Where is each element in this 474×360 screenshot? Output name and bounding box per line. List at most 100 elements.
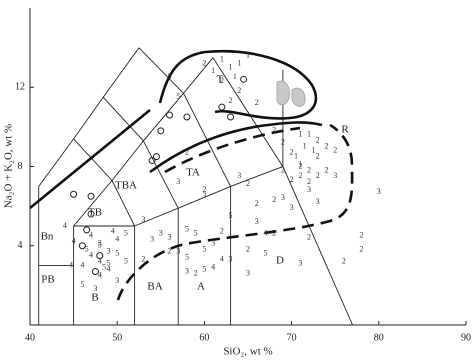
point: 3 xyxy=(281,193,285,202)
x-tick-label: 40 xyxy=(25,332,35,343)
point: 5 xyxy=(185,252,189,261)
point: 2 xyxy=(290,147,294,156)
point: 1 xyxy=(294,151,298,160)
point: 3 xyxy=(141,215,145,224)
x-tick-label: 60 xyxy=(199,332,209,343)
point: 2 xyxy=(316,151,320,160)
point xyxy=(218,103,226,111)
point: 5 xyxy=(263,249,267,258)
x-tick-label: 50 xyxy=(112,332,122,343)
point: 3 xyxy=(202,191,206,200)
field-label: BA xyxy=(147,281,162,293)
y-axis-label: Na₂O + K₂O, wt % xyxy=(3,124,15,208)
field-label: D xyxy=(276,255,284,267)
point: 3 xyxy=(106,247,110,256)
y-tick-label: 8 xyxy=(18,161,23,172)
point: 2 xyxy=(324,165,328,174)
point: 1 xyxy=(298,130,302,139)
point: 4 xyxy=(98,270,102,279)
field-label: TB xyxy=(88,207,102,219)
field-label: T xyxy=(217,74,224,86)
point: 2 xyxy=(281,138,285,147)
field-label: TBA xyxy=(115,180,137,192)
point: 2 xyxy=(168,247,172,256)
point: 5 xyxy=(185,225,189,234)
point: 3 xyxy=(176,177,180,186)
point: 3 xyxy=(316,197,320,206)
point xyxy=(152,153,160,161)
point: 2 xyxy=(307,233,311,242)
point xyxy=(78,242,86,250)
point: 2 xyxy=(220,76,224,85)
point: 3 xyxy=(246,268,250,277)
point xyxy=(70,190,78,198)
point: 4 xyxy=(98,256,102,265)
point xyxy=(227,113,235,121)
point: 2 xyxy=(255,199,259,208)
point: 3 xyxy=(185,266,189,275)
point: 5 xyxy=(85,245,89,254)
point: 1 xyxy=(237,58,241,67)
point xyxy=(183,113,191,121)
point: 2 xyxy=(202,58,206,67)
point: 5 xyxy=(176,92,180,101)
point: 2 xyxy=(324,142,328,151)
point: 2 xyxy=(359,245,363,254)
point: 3 xyxy=(150,235,154,244)
y-tick-label: 12 xyxy=(15,82,25,93)
point: 3 xyxy=(229,254,233,263)
point: 4 xyxy=(115,235,119,244)
point: 5 xyxy=(98,241,102,250)
field-boundaries xyxy=(38,47,354,326)
point: 4 xyxy=(111,227,115,236)
point: 4 xyxy=(89,250,93,259)
point: 2 xyxy=(246,245,250,254)
point: 2 xyxy=(272,126,276,135)
point: 1 xyxy=(211,66,215,75)
point xyxy=(166,111,174,119)
point: 2 xyxy=(316,136,320,145)
point: 2 xyxy=(237,86,241,95)
point: 2 xyxy=(359,231,363,240)
point: 2 xyxy=(342,256,346,265)
point: 5 xyxy=(124,256,128,265)
point: 5 xyxy=(202,245,206,254)
field-label: Bn xyxy=(41,231,54,243)
point: 3 xyxy=(333,171,337,180)
point: 3 xyxy=(290,203,294,212)
point: 2 xyxy=(255,98,259,107)
point: 2 xyxy=(220,227,224,236)
point: 2 xyxy=(185,147,189,156)
point: 4 xyxy=(263,229,267,238)
field-label: PB xyxy=(41,274,54,286)
x-tick-label: 70 xyxy=(287,332,297,343)
point: 2 xyxy=(272,195,276,204)
point: 5 xyxy=(194,229,198,238)
point: 3 xyxy=(168,233,172,242)
point: 5 xyxy=(202,264,206,273)
point: 5 xyxy=(80,280,84,289)
x-tick-label: 90 xyxy=(461,332,471,343)
point: 3 xyxy=(211,239,215,248)
point: 3 xyxy=(98,239,102,248)
point: 5 xyxy=(229,211,233,220)
field-label: TA xyxy=(186,167,200,179)
point: 1 xyxy=(233,72,237,81)
point: 4 xyxy=(106,264,110,273)
point: 3 xyxy=(255,217,259,226)
point: 3 xyxy=(176,247,180,256)
point: 5 xyxy=(102,262,106,271)
point xyxy=(91,268,99,276)
point xyxy=(83,226,91,234)
point: 4 xyxy=(80,260,84,269)
point: 2 xyxy=(290,175,294,184)
x-tick-label: 80 xyxy=(374,332,384,343)
point: 1 xyxy=(303,142,307,151)
point: 3 xyxy=(298,258,302,267)
point: 4 xyxy=(72,237,76,246)
point: 1 xyxy=(311,145,315,154)
point: 1 xyxy=(298,159,302,168)
point xyxy=(240,75,248,83)
point: 2 xyxy=(298,161,302,170)
point xyxy=(96,252,104,260)
